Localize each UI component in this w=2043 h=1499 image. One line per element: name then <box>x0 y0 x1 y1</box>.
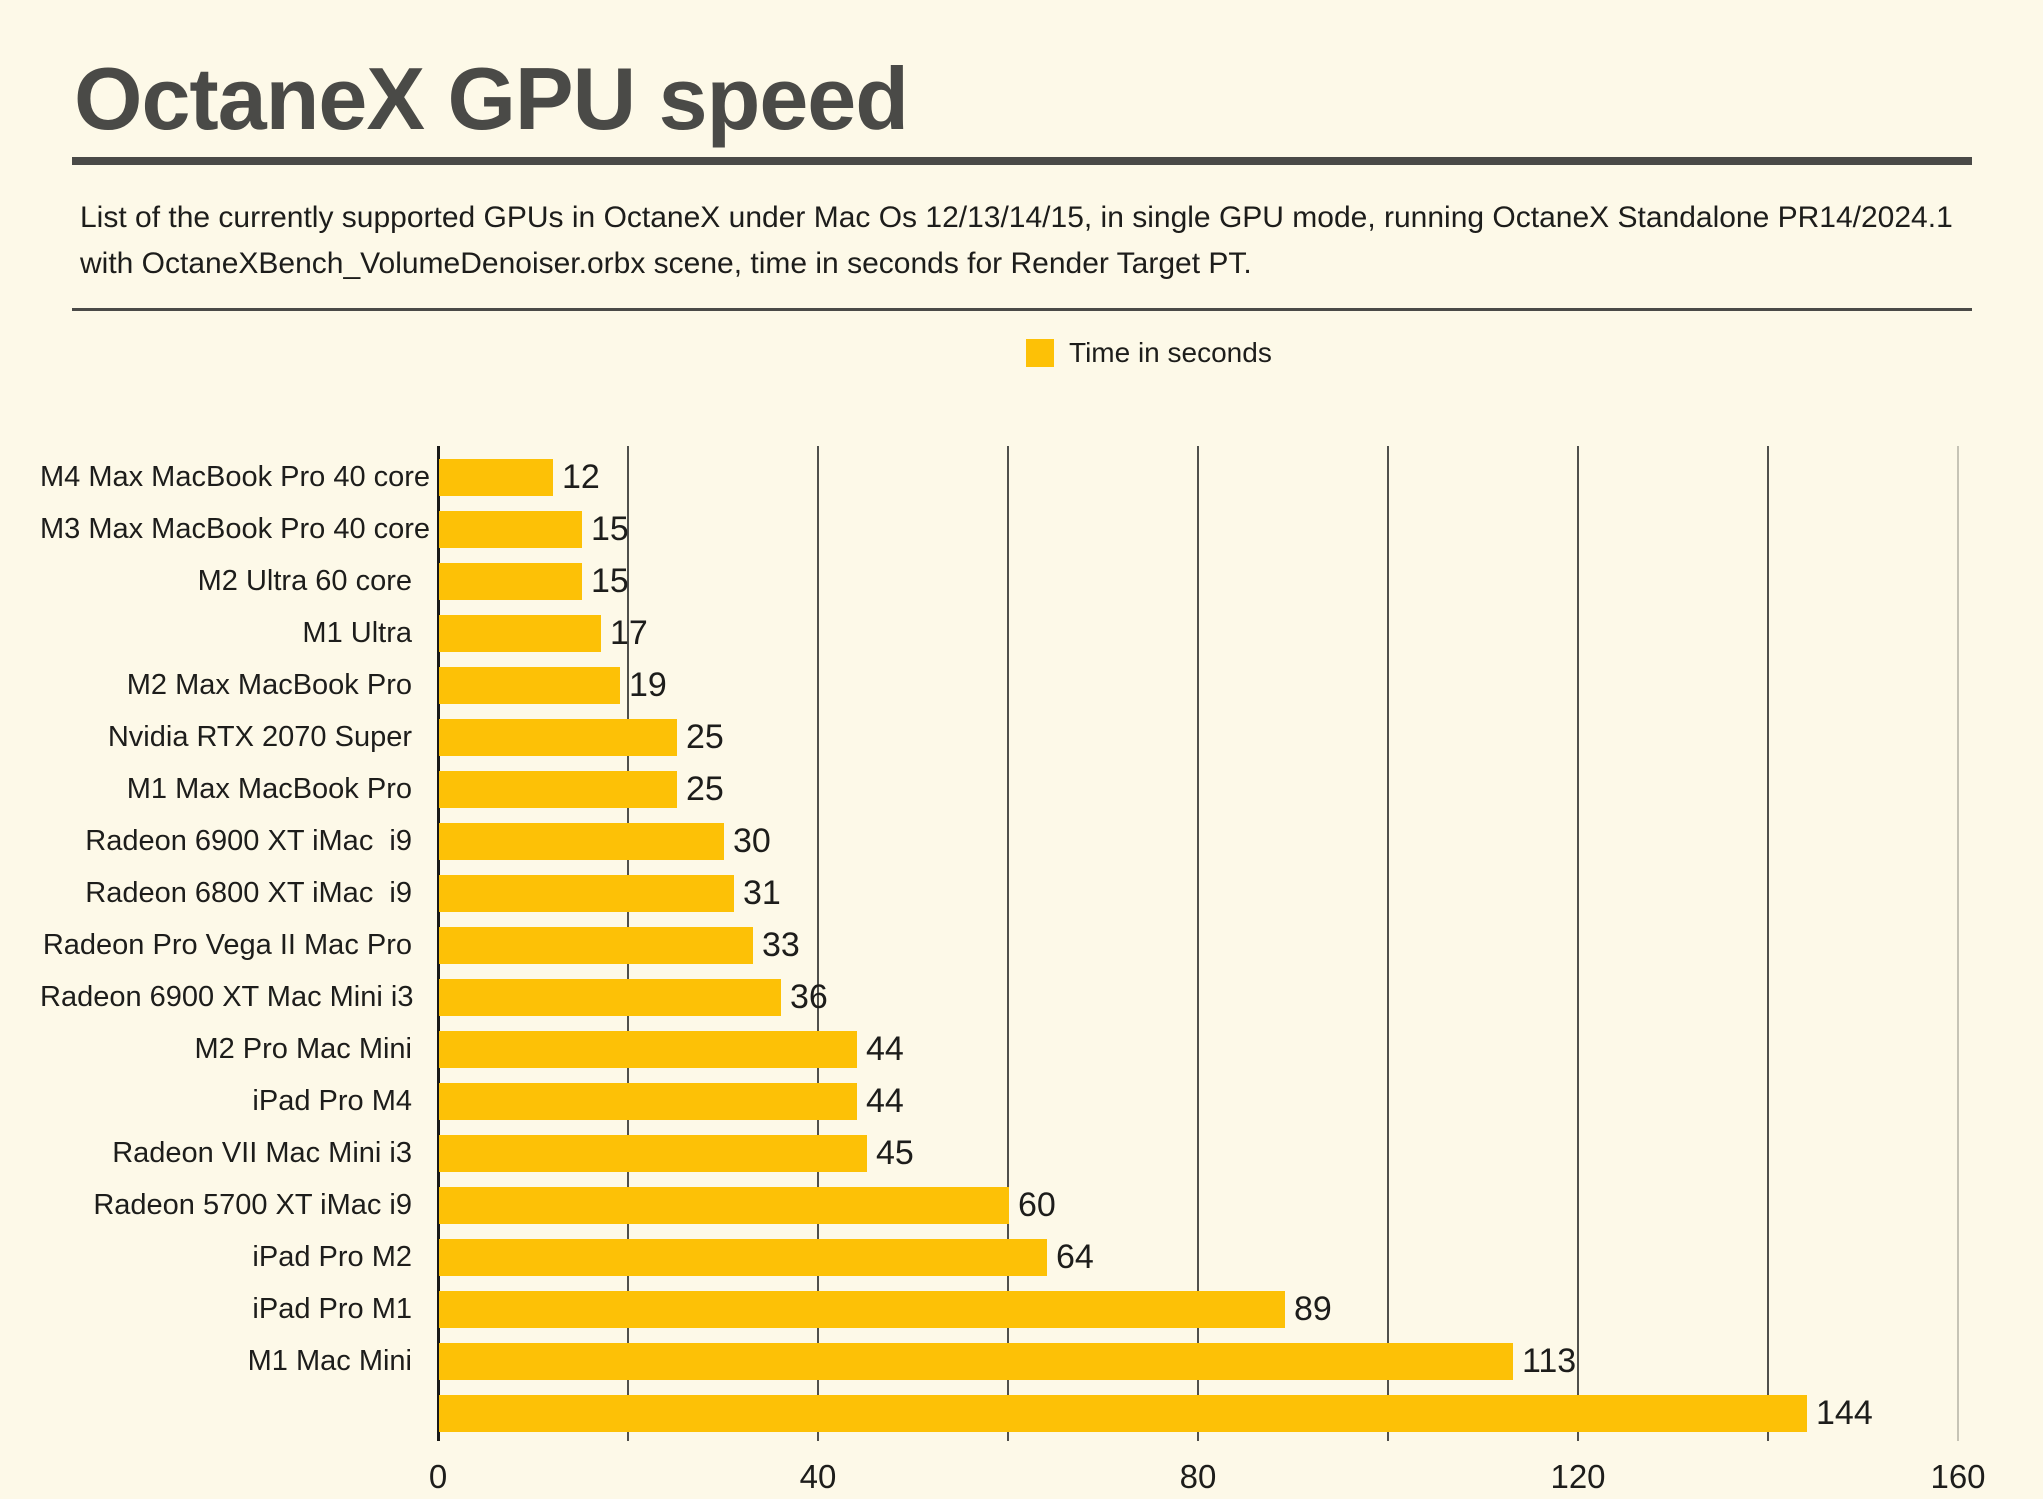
bar <box>439 615 601 652</box>
bar <box>439 511 582 548</box>
x-tick-label-40: 40 <box>799 1458 837 1495</box>
bar-value-label: 30 <box>733 822 771 860</box>
bar-value-label: 15 <box>591 562 629 600</box>
category-label: iPad Pro M1 <box>252 1293 412 1325</box>
category-label: M3 Max MacBook Pro 40 core <box>40 513 431 545</box>
gridline-120 <box>1577 446 1579 1441</box>
bar <box>439 875 734 912</box>
bar-value-label: 33 <box>762 926 800 964</box>
bar <box>439 459 553 496</box>
bar <box>439 1291 1285 1328</box>
category-label: M4 Max MacBook Pro 40 core <box>40 461 431 493</box>
bar-value-label: 25 <box>686 770 724 808</box>
chart-description-line-2: with OctaneXBench_VolumeDenoiser.orbx sc… <box>80 247 1252 280</box>
category-label: Radeon 6900 XT iMac i9 <box>85 825 412 857</box>
bar <box>439 719 677 756</box>
bar <box>439 667 620 704</box>
bar-value-label: 19 <box>629 666 667 704</box>
y-axis-line <box>437 446 440 1441</box>
bar <box>439 1083 857 1120</box>
bar <box>439 1135 867 1172</box>
category-label: M2 Ultra 60 core <box>197 565 412 597</box>
gridline-140 <box>1767 446 1769 1441</box>
category-label: iPad Pro M4 <box>252 1085 412 1117</box>
bar-value-label: 36 <box>790 978 828 1016</box>
bar <box>439 1395 1807 1432</box>
bar-chart-plot-area: 12 15 15 17 19 25 25 30 31 33 36 44 44 45 60 64 89 113 144 <box>437 446 1959 1441</box>
bar-value-label: 12 <box>562 458 600 496</box>
gridline-160 <box>1957 446 1959 1441</box>
x-tick-label-120: 120 <box>1550 1458 1606 1495</box>
legend-color-swatch <box>1026 339 1054 367</box>
bar <box>439 1239 1047 1276</box>
bar <box>439 563 582 600</box>
bar <box>439 1187 1009 1224</box>
bar-value-label: 45 <box>876 1134 914 1172</box>
category-labels: M4 Max MacBook Pro 40 core M3 Max MacBook… <box>40 446 431 1441</box>
bar <box>439 823 724 860</box>
subtitle-divider <box>72 308 1972 311</box>
category-label: M2 Max MacBook Pro <box>126 669 412 701</box>
gridline-60 <box>1007 446 1009 1441</box>
bar-value-label: 64 <box>1056 1238 1094 1276</box>
category-label: Radeon 5700 XT iMac i9 <box>93 1189 412 1221</box>
x-tick-label-160: 160 <box>1930 1458 1986 1495</box>
category-label: Radeon 6800 XT iMac i9 <box>85 877 412 909</box>
bar-value-label: 25 <box>686 718 724 756</box>
chart-description-line-1: List of the currently supported GPUs in … <box>80 201 1953 234</box>
category-label: M1 Mac Mini <box>247 1345 412 1377</box>
legend-label: Time in seconds <box>1069 337 1272 368</box>
gridline-100 <box>1387 446 1389 1441</box>
bar <box>439 771 677 808</box>
bar <box>439 1343 1513 1380</box>
category-label: Radeon 6900 XT Mac Mini i3 <box>40 981 414 1013</box>
category-label: Radeon VII Mac Mini i3 <box>112 1137 412 1169</box>
bar-value-label: 44 <box>866 1030 904 1068</box>
bar-value-label: 144 <box>1816 1394 1873 1432</box>
x-tick-label-0: 0 <box>428 1458 448 1495</box>
category-label: M1 Ultra <box>302 617 412 649</box>
category-label: Nvidia RTX 2070 Super <box>107 721 412 753</box>
bar <box>439 927 753 964</box>
category-label: Radeon Pro Vega II Mac Pro <box>42 929 412 961</box>
gridline-40 <box>817 446 819 1441</box>
page-title: OctaneX GPU speed <box>74 49 909 148</box>
category-label: M2 Pro Mac Mini <box>194 1033 412 1065</box>
bar-value-label: 113 <box>1522 1342 1577 1380</box>
legend: Time in seconds <box>1026 337 1272 368</box>
category-label <box>40 1395 412 1432</box>
bar-value-label: 60 <box>1018 1186 1056 1224</box>
category-label: iPad Pro M2 <box>252 1241 412 1273</box>
bar-value-label: 44 <box>866 1082 904 1120</box>
bar <box>439 1031 857 1068</box>
bar-value-label: 17 <box>610 614 648 652</box>
x-tick-label-80: 80 <box>1179 1458 1217 1495</box>
gridline-80 <box>1197 446 1199 1441</box>
bar-value-label: 15 <box>591 510 629 548</box>
category-label: M1 Max MacBook Pro <box>126 773 412 805</box>
bar-value-label: 31 <box>743 874 781 912</box>
bar-value-label: 89 <box>1294 1290 1332 1328</box>
chart-description: List of the currently supported GPUs in … <box>80 195 1970 287</box>
title-divider <box>72 157 1972 165</box>
bar <box>439 979 781 1016</box>
